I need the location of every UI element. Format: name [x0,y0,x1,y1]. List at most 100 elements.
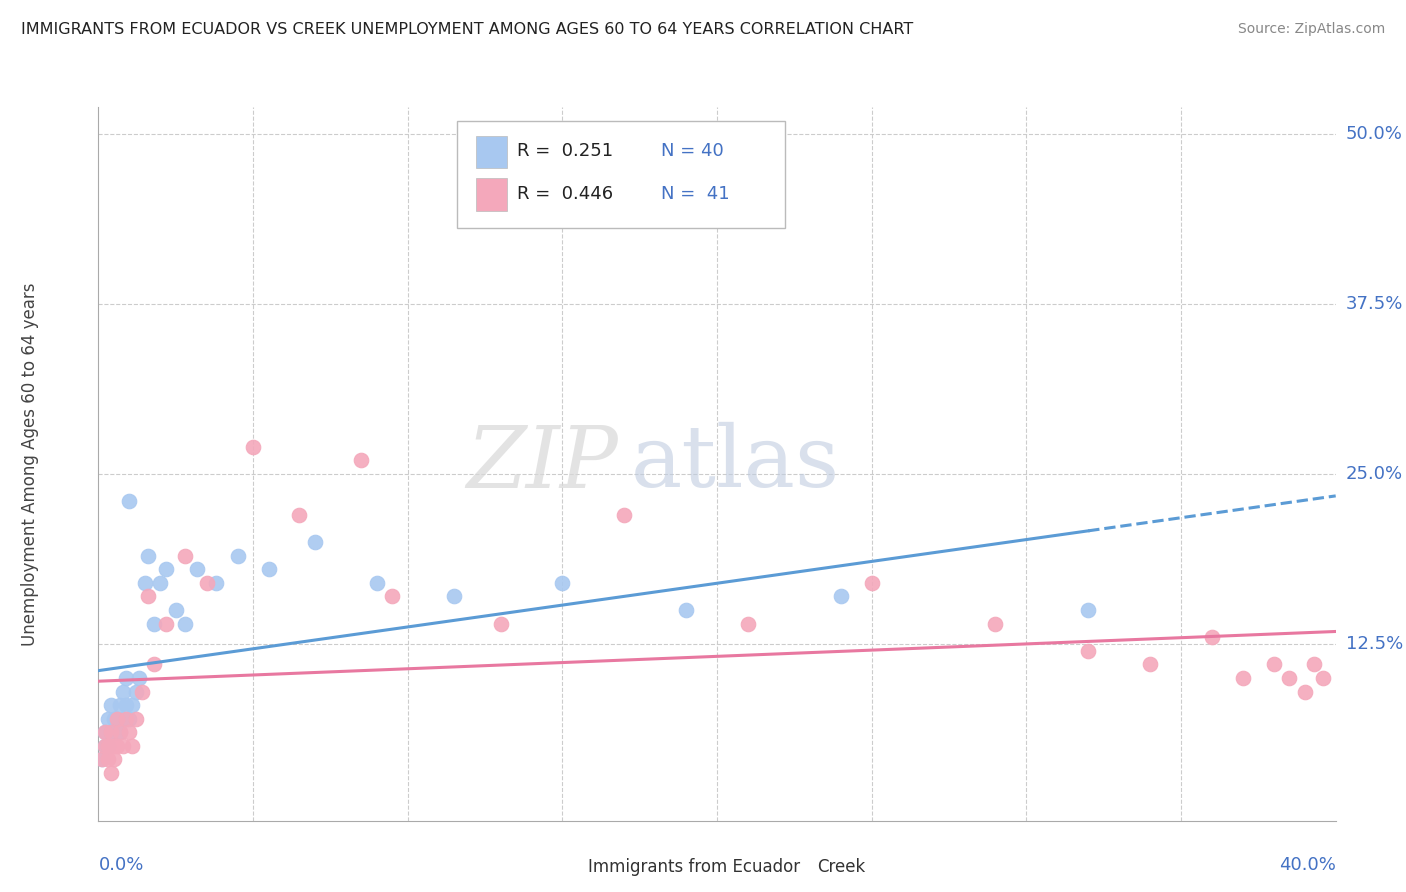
Text: IMMIGRANTS FROM ECUADOR VS CREEK UNEMPLOYMENT AMONG AGES 60 TO 64 YEARS CORRELAT: IMMIGRANTS FROM ECUADOR VS CREEK UNEMPLO… [21,22,914,37]
Text: 0.0%: 0.0% [98,856,143,874]
Point [136,590,159,604]
Text: N =  41: N = 41 [661,186,730,203]
Point [100,766,122,780]
Point [105,712,128,726]
Point [174,549,197,563]
Point [112,712,135,726]
Point [1139,657,1161,672]
Point [350,453,373,467]
Point [97,739,120,753]
Text: R =  0.446: R = 0.446 [516,186,613,203]
Point [128,671,150,685]
Point [195,575,218,590]
Point [112,684,135,698]
Point [115,671,138,685]
Point [100,725,122,739]
Point [97,712,120,726]
Point [675,603,697,617]
Point [100,698,122,712]
Text: 37.5%: 37.5% [1346,295,1403,313]
Point [984,616,1007,631]
Point [90,752,112,766]
Point [103,752,125,766]
Point [1232,671,1254,685]
Point [121,739,143,753]
Point [103,712,125,726]
Point [1077,603,1099,617]
Point [93,725,115,739]
Point [155,562,177,576]
Point [489,616,512,631]
Point [155,616,177,631]
Text: ZIP: ZIP [467,423,619,505]
Point [115,698,138,712]
Point [100,725,122,739]
Text: 25.0%: 25.0% [1346,465,1403,483]
Text: Creek: Creek [817,858,866,876]
Point [1303,657,1326,672]
Point [288,508,311,522]
Point [105,725,128,739]
Point [105,712,128,726]
Point [93,725,115,739]
Point [205,575,228,590]
Text: R =  0.251: R = 0.251 [516,143,613,161]
Point [174,616,197,631]
Point [118,494,141,508]
Point [134,575,156,590]
Point [115,712,138,726]
Point [136,549,159,563]
Point [149,575,172,590]
Point [143,657,166,672]
Point [124,712,146,726]
Point [1294,684,1316,698]
Text: N = 40: N = 40 [661,143,724,161]
Text: 12.5%: 12.5% [1346,635,1403,653]
Point [103,739,125,753]
Point [860,575,883,590]
Point [257,562,280,576]
Point [112,739,135,753]
Point [108,725,131,739]
Point [366,575,388,590]
Text: atlas: atlas [630,422,839,506]
Point [613,508,636,522]
Point [103,725,125,739]
Point [124,684,146,698]
Point [1077,644,1099,658]
Point [1278,671,1301,685]
Point [108,698,131,712]
Point [118,725,141,739]
Text: 40.0%: 40.0% [1279,856,1336,874]
Point [443,590,465,604]
Point [118,712,141,726]
Point [737,616,759,631]
Point [165,603,187,617]
Text: Source: ZipAtlas.com: Source: ZipAtlas.com [1237,22,1385,37]
Bar [475,136,506,168]
Point [105,739,128,753]
Text: Unemployment Among Ages 60 to 64 years: Unemployment Among Ages 60 to 64 years [21,282,39,646]
Point [830,590,852,604]
Point [97,752,120,766]
FancyBboxPatch shape [457,121,785,228]
Point [242,440,264,454]
Bar [557,860,583,876]
Bar [785,860,813,876]
Point [143,616,166,631]
Point [226,549,249,563]
Text: 50.0%: 50.0% [1346,125,1402,144]
Text: Immigrants from Ecuador: Immigrants from Ecuador [588,858,800,876]
Point [381,590,404,604]
Point [186,562,208,576]
Point [1263,657,1285,672]
Point [131,684,153,698]
Point [93,739,115,753]
Point [304,535,326,549]
Point [121,698,143,712]
Point [90,752,112,766]
Point [1312,671,1334,685]
Point [551,575,574,590]
Bar [475,178,506,211]
Point [97,739,120,753]
